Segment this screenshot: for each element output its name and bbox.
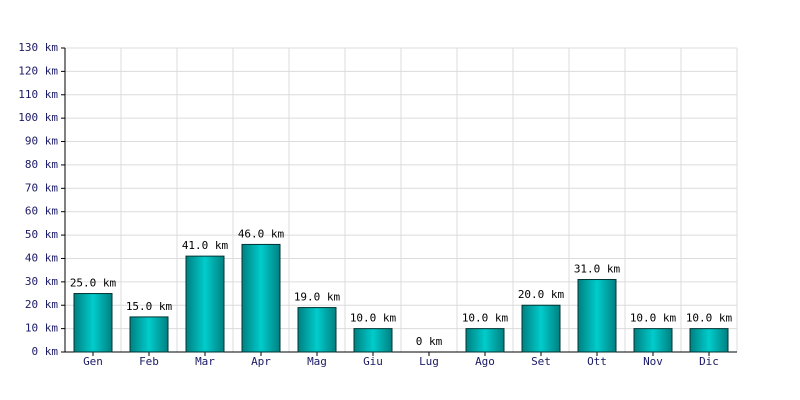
x-tick-label: Mag [307, 355, 327, 368]
bar [129, 316, 169, 353]
y-tick-label: 110 km [18, 88, 58, 101]
y-tick-label: 60 km [25, 205, 58, 218]
x-tick-label: Gen [83, 355, 103, 368]
y-tick-label: 20 km [25, 298, 58, 311]
y-tick-label: 30 km [25, 275, 58, 288]
value-label: 10.0 km [630, 312, 677, 325]
value-label: 10.0 km [686, 312, 733, 325]
y-tick-label: 80 km [25, 158, 58, 171]
x-tick-label: Lug [419, 355, 439, 368]
y-tick-label: 40 km [25, 251, 58, 264]
x-tick-label: Ott [587, 355, 607, 368]
y-tick-label: 130 km [18, 41, 58, 54]
y-tick-label: 120 km [18, 64, 58, 77]
value-label: 41.0 km [182, 239, 229, 252]
bar [73, 293, 113, 353]
x-tick-label: Set [531, 355, 551, 368]
x-tick-label: Dic [699, 355, 719, 368]
bar [241, 243, 281, 353]
y-tick-label: 0 km [32, 345, 59, 358]
x-tick-label: Feb [139, 355, 159, 368]
x-tick-label: Nov [643, 355, 663, 368]
x-tick-label: Apr [251, 355, 271, 368]
y-tick-label: 10 km [25, 322, 58, 335]
bar [521, 304, 561, 353]
value-label: 31.0 km [574, 263, 621, 276]
value-label: 19.0 km [294, 291, 341, 304]
value-label: 25.0 km [70, 277, 117, 290]
bar [185, 255, 225, 353]
value-label: 20.0 km [518, 288, 565, 301]
value-label: 46.0 km [238, 227, 285, 240]
value-label: 10.0 km [350, 312, 397, 325]
y-tick-label: 70 km [25, 181, 58, 194]
y-tick-label: 90 km [25, 135, 58, 148]
bar [633, 328, 673, 353]
bar [689, 328, 729, 353]
x-tick-label: Giu [363, 355, 383, 368]
x-tick-label: Ago [475, 355, 495, 368]
value-label: 10.0 km [462, 312, 509, 325]
y-tick-label: 100 km [18, 111, 58, 124]
bar [577, 279, 617, 353]
value-label: 0 km [416, 335, 443, 348]
bar [353, 328, 393, 353]
bar [465, 328, 505, 353]
y-tick-label: 50 km [25, 228, 58, 241]
value-label: 15.0 km [126, 300, 173, 313]
bar [297, 307, 337, 353]
x-tick-label: Mar [195, 355, 215, 368]
